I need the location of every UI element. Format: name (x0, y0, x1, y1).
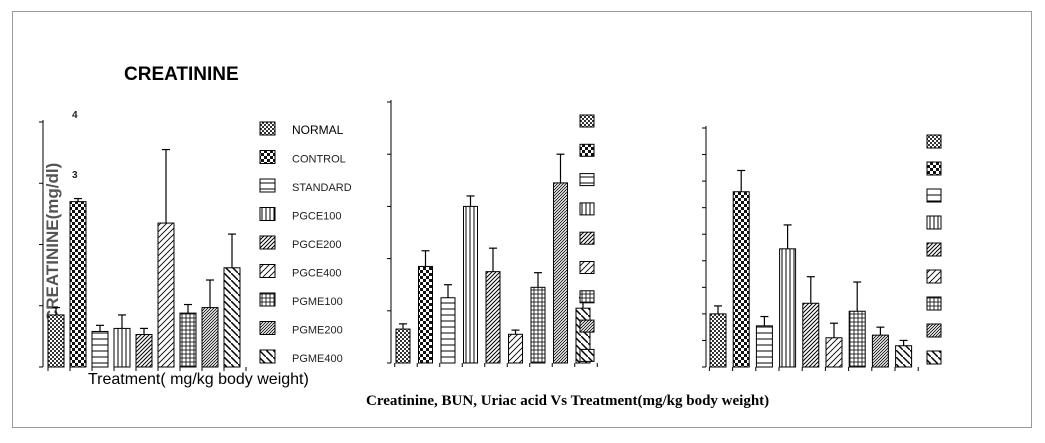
bar (201, 307, 219, 368)
legend-swatch (926, 134, 942, 149)
bar (135, 334, 153, 368)
legend-label: STANDARD (292, 182, 352, 194)
bar (802, 302, 820, 368)
bar (508, 333, 523, 364)
legend-swatch (259, 150, 276, 164)
legend-label: CONTROL (292, 154, 346, 166)
bar (825, 337, 843, 368)
legend-swatch (926, 350, 942, 365)
bar (895, 345, 913, 368)
legend-label: NORMAL (292, 123, 344, 137)
y-axis-label: CREATININE(mg/dl) (43, 163, 62, 322)
bar (848, 310, 866, 368)
legend-swatch (926, 296, 942, 311)
legend-swatch (579, 143, 595, 157)
legend-swatch (259, 178, 276, 193)
bar (91, 330, 109, 368)
bar (179, 312, 197, 368)
bar (47, 314, 65, 368)
figure-caption: Creatinine, BUN, Uriac acid Vs Treatment… (366, 393, 769, 409)
legend-swatch (259, 292, 276, 307)
chart-panel-2 (387, 100, 598, 367)
legend-swatch (579, 319, 595, 333)
bar (871, 334, 889, 368)
legend-swatch (926, 188, 942, 203)
bar (395, 328, 411, 364)
bar (463, 205, 478, 364)
bar (530, 286, 546, 364)
figure-border (12, 11, 1032, 428)
bar (113, 327, 131, 368)
legend-swatch (259, 207, 276, 221)
legend-swatch (259, 321, 276, 335)
legend-label: PGME100 (292, 296, 343, 308)
legend-swatch (579, 173, 595, 187)
y-tick-label: 4 (72, 110, 78, 121)
legend-swatch (926, 215, 942, 230)
y-tick-label: 3 (72, 170, 78, 181)
chart-panel-1: 4 3 NORMAL CONTROL STANDARD PGCE100 PGCE200 PGC… (39, 110, 352, 371)
legend-swatch (579, 348, 595, 362)
bar (553, 182, 568, 364)
legend-label: PGCE200 (292, 239, 342, 251)
legend-label: PGME400 (292, 353, 343, 365)
chart-title: CREATININE (124, 64, 239, 85)
legend-swatch (926, 323, 942, 338)
bar (157, 222, 175, 368)
legend-swatch (926, 161, 942, 176)
bar (779, 248, 797, 368)
legend-label: PGCE100 (292, 211, 342, 223)
legend-label: PGCE400 (292, 268, 342, 280)
bar (755, 325, 773, 368)
legend-label: PGME200 (292, 325, 343, 337)
x-axis-label: Treatment( mg/kg body weight) (88, 371, 309, 388)
legend-swatch (579, 231, 595, 245)
legend-swatch (579, 114, 595, 128)
bar (709, 313, 727, 368)
legend-swatch (259, 349, 276, 364)
legend-swatch (579, 202, 595, 216)
chart-panel-3 (702, 126, 942, 371)
legend-swatch (579, 261, 595, 274)
legend-swatch (259, 264, 276, 278)
legend-swatch (259, 121, 276, 136)
bar (485, 271, 501, 364)
legend-swatch (926, 242, 942, 257)
bar (223, 267, 241, 368)
legend-swatch (926, 269, 942, 284)
bar (732, 191, 750, 368)
legend-swatch (579, 290, 595, 304)
legend-swatch (259, 235, 276, 250)
bar (69, 201, 87, 368)
bar (440, 297, 456, 364)
bar (418, 265, 433, 364)
